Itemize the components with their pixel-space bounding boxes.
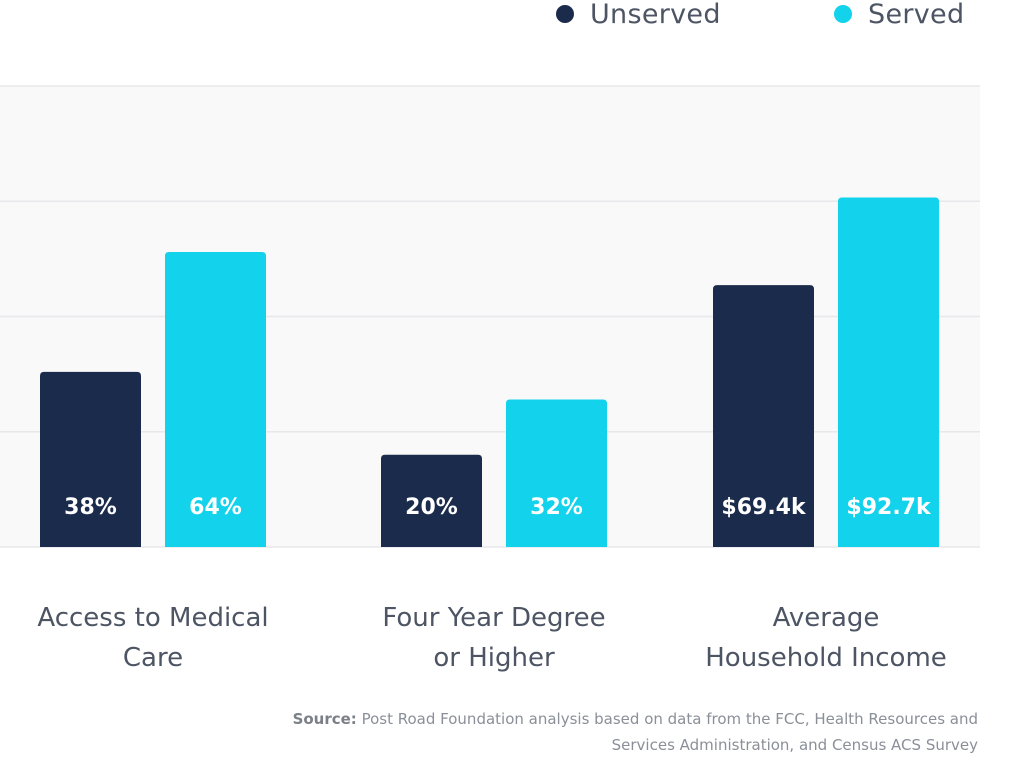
bar-served-2 (838, 197, 939, 547)
source-note: Source: Post Road Foundation analysis ba… (278, 706, 978, 758)
data-label-unserved-1: 20% (405, 495, 458, 520)
data-label-unserved-2: $69.4k (721, 495, 807, 520)
bar-served-0 (165, 251, 266, 547)
legend-label-unserved: Unserved (590, 0, 721, 30)
legend-item-unserved: Unserved (556, 0, 721, 30)
category-label-0-1: Care (123, 643, 183, 673)
legend-swatch-served (834, 5, 852, 23)
data-label-served-1: 32% (530, 495, 583, 520)
category-label-2-1: Household Income (705, 643, 947, 673)
category-label-1-1: or Higher (433, 643, 555, 673)
category-label-2-0: Average (773, 603, 880, 633)
source-prefix: Source: (292, 710, 357, 728)
bar-unserved-1 (381, 454, 482, 547)
bar-served-1 (506, 399, 607, 547)
category-label-1-0: Four Year Degree (382, 603, 605, 633)
bar-chart: 38% 20% $69.4k 64% 32% $92.7k Access to Medica… (0, 85, 980, 673)
data-label-unserved-0: 38% (64, 495, 117, 520)
legend-label-served: Served (868, 0, 965, 30)
source-text: Post Road Foundation analysis based on d… (361, 710, 978, 754)
data-label-served-0: 64% (189, 495, 242, 520)
legend-swatch-unserved (556, 5, 574, 23)
legend-item-served: Served (834, 0, 965, 30)
data-label-served-2: $92.7k (846, 495, 932, 520)
legend: Unserved Served (0, 0, 1024, 34)
category-label-0-0: Access to Medical (37, 603, 268, 633)
bar-unserved-2 (713, 285, 814, 547)
bar-unserved-0 (40, 371, 141, 547)
